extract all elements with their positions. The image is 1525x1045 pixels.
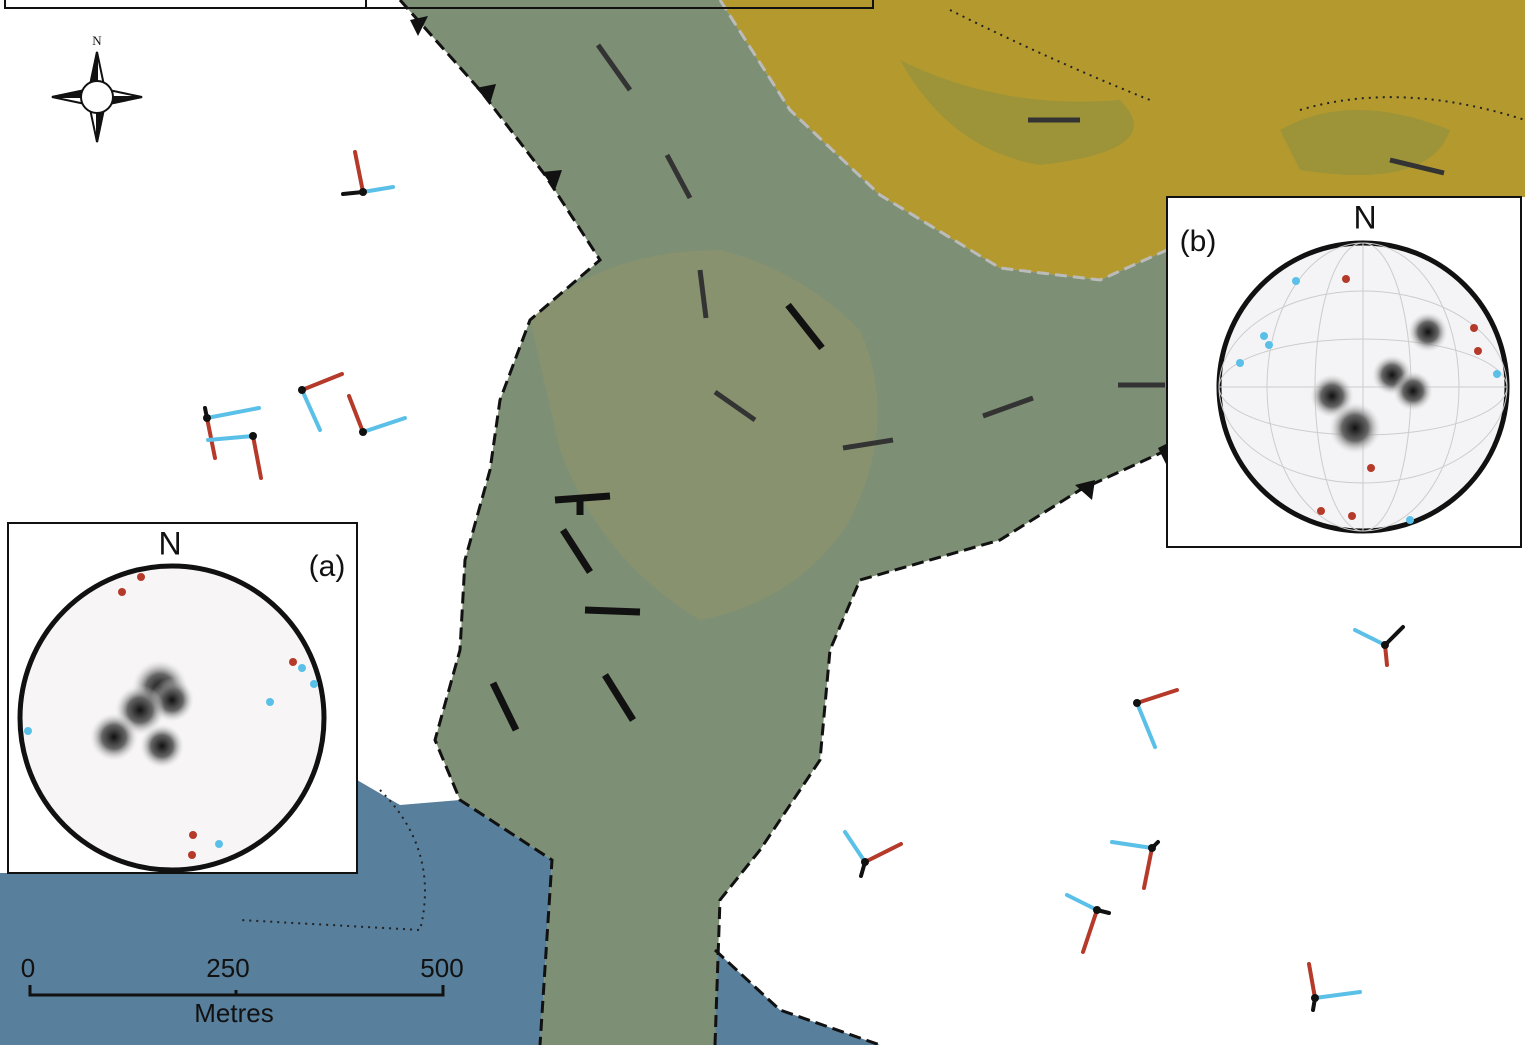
scale-tick-label: 500 <box>420 953 463 983</box>
north-label: N <box>158 525 181 561</box>
inset-label: (b) <box>1180 225 1217 258</box>
geological-map: N N (a) <box>0 0 1525 1045</box>
inset-b: N (b) <box>1167 197 1521 547</box>
scale-tick-label: 0 <box>21 953 35 983</box>
scale-unit: Metres <box>194 998 273 1028</box>
north-label: N <box>1353 199 1376 235</box>
scale-tick-label: 250 <box>206 953 249 983</box>
compass-label: N <box>92 33 102 48</box>
inset-label: (a) <box>309 550 346 583</box>
inset-a: N (a) <box>8 523 357 873</box>
